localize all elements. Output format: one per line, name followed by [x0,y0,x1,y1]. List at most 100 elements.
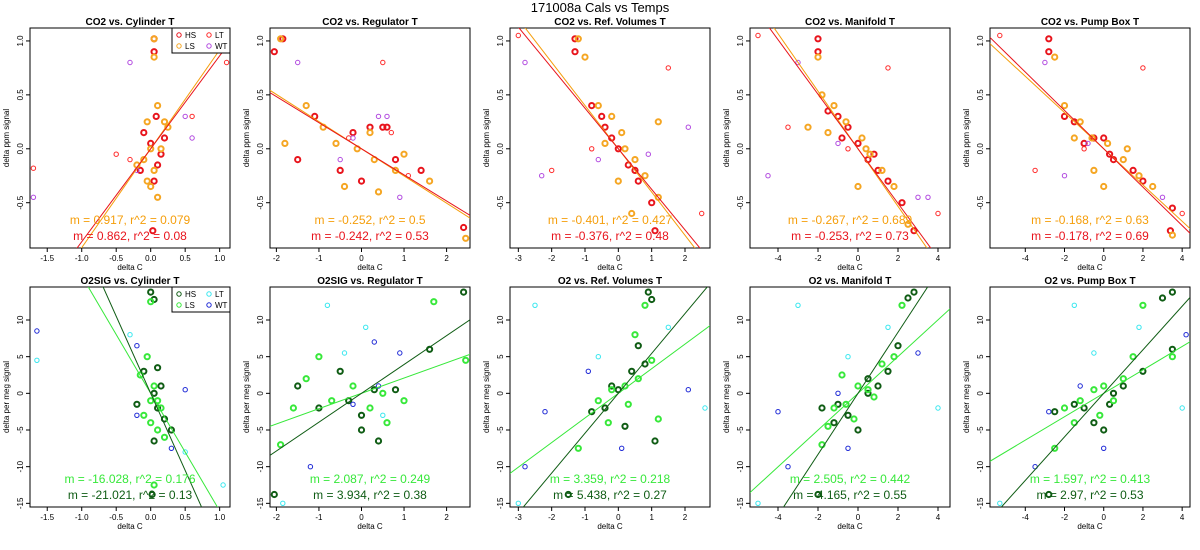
x-tick-label: 1.0 [214,254,226,263]
y-tick-label: -15 [256,497,265,509]
point-ls [574,444,582,452]
point-hs [818,404,826,412]
point-ls [302,375,310,383]
point-lt [532,302,538,308]
point-hs [1051,408,1059,416]
y-tick-label: -5 [256,426,265,434]
plot-frame [269,286,471,508]
plot-area [270,288,470,506]
y-tick-label: -15 [496,497,505,509]
x-tick-label: 0 [359,254,364,263]
legend-label-wt: WT [215,301,228,310]
y-tick-label: -5 [16,426,25,434]
point-ls [349,382,357,390]
chart-title: CO2 vs. Ref. Volumes T [554,17,666,28]
point-hs [564,490,572,499]
plot-frame [749,27,951,249]
point-wt [1046,409,1052,415]
point-hs [814,35,822,43]
point-ls [631,331,639,339]
y-tick-label: -0.5 [496,195,505,209]
point-ls [654,415,662,423]
point-wt [785,464,791,470]
point-lt [549,167,555,174]
point-hs [1090,419,1098,427]
point-wt [915,350,921,356]
x-axis: -3 -2 -1 0 1 2 delta C [515,248,688,272]
point-ls [830,102,838,110]
point-ls [628,209,636,218]
fit-label-hs: m = 4.165, r^2 = 0.55 [793,488,907,502]
y-tick-label: 0.5 [496,89,505,101]
point-lt [665,65,671,71]
point-ls [631,156,639,164]
y-tick-label: 10 [976,315,985,324]
point-ls [157,145,165,153]
point-hs [844,411,852,419]
point-ls [850,415,858,423]
point-ls [878,166,886,174]
point-ls [838,371,846,379]
x-tick-label: -1 [315,513,323,522]
point-wt [645,151,651,157]
x-tick-label: 0.0 [145,254,157,263]
x-tick-label: -2 [814,513,822,522]
fit-line-hs [782,287,929,507]
point-ls [1076,397,1084,405]
point-ls [143,353,151,361]
chart-panel-10: O2 vs. Pump Box T -4 -2 0 2 4 delta C -15 -10 -5 0… [962,276,1191,531]
y-tick-label: -5 [496,426,505,434]
point-lt [34,357,40,363]
point-ls [858,134,866,142]
point-hs [460,288,468,296]
fit-line-hs [1000,297,1190,507]
point-ls [147,397,155,405]
point-ls [315,353,323,361]
x-tick-label: 1 [402,254,407,263]
point-ls [1100,182,1108,191]
point-ls [379,389,387,397]
fit-label-ls: m = -16.028, r^2 = 0.176 [64,472,195,486]
x-tick-label: -1.5 [40,513,54,522]
point-lt [935,210,941,217]
point-hs [160,134,169,142]
point-lt [127,332,133,338]
x-tick-label: -4 [1022,254,1030,263]
point-hs [1119,382,1127,390]
point-hs [152,112,160,121]
point-hs [1080,139,1088,147]
fit-label-hs: m = 3.934, r^2 = 0.38 [313,488,427,502]
point-wt [34,328,40,334]
legend-marker-hs [176,291,182,297]
point-wt [397,194,403,201]
x-tick-label: 0.0 [145,513,157,522]
y-tick-label: 0.0 [496,143,505,155]
x-axis: -2 -1 0 1 2 delta C [273,248,449,272]
point-hs [621,422,629,430]
plot-area [755,28,941,248]
point-lt [589,146,595,152]
point-ls [140,411,148,419]
point-ls [1060,102,1069,110]
point-ls [147,298,155,306]
point-hs [874,166,882,174]
point-wt [619,445,625,451]
point-hs [270,490,278,499]
point-hs [1106,150,1114,158]
plot-area [30,34,230,248]
x-tick-label: -1.0 [75,513,89,522]
point-lt [885,324,891,330]
point-hs [136,166,144,174]
fit-label-hs: m = 2.97, r^2 = 0.53 [1036,488,1143,502]
point-lt [388,129,394,136]
chart-panel-1: CO2 vs. Cylinder T -1.5 -1.0 -0.5 0.0 0.5 1.0 d… [2,17,231,272]
point-ls [160,118,169,126]
point-hs [417,166,425,174]
point-ls [277,35,285,43]
point-wt [337,156,343,163]
point-wt [539,173,545,179]
point-wt [685,387,691,393]
x-tick-label: 1 [402,513,407,522]
fit-line-ls [990,341,1190,462]
